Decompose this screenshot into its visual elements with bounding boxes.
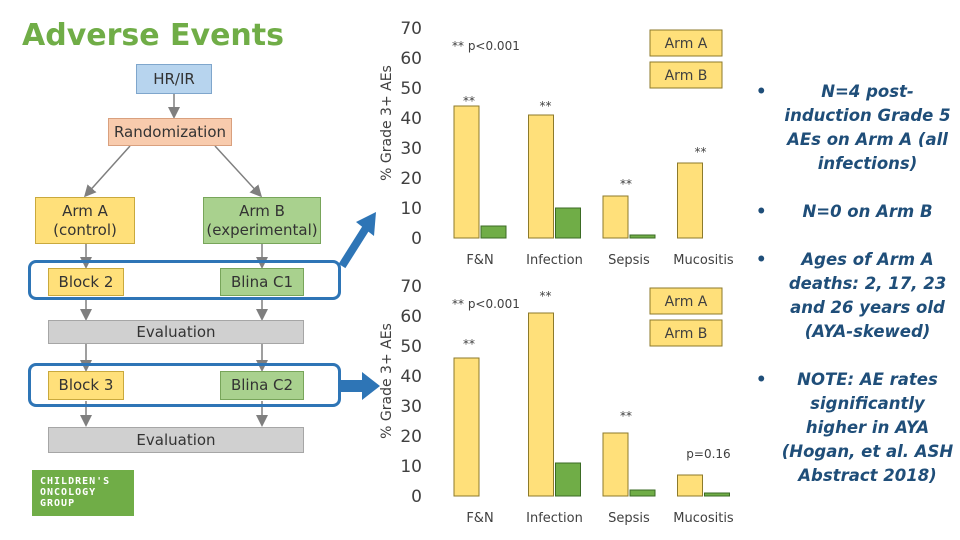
y-axis-label: % Grade 3+ AEs — [379, 65, 395, 181]
y-tick-label: 0 — [411, 229, 422, 249]
evaluation-box-2: Evaluation — [48, 427, 304, 453]
block3-box: Block 3 — [48, 371, 124, 400]
y-tick-label: 50 — [400, 337, 422, 357]
bar-arm-a — [602, 432, 629, 497]
bar-arm-b — [629, 489, 656, 497]
bullet-item: • Ages of Arm A deaths: 2, 17, 23 and 26 … — [756, 250, 947, 341]
significance-label: p=0.16 — [686, 447, 730, 461]
y-tick-label: 40 — [400, 109, 422, 129]
y-tick-label: 70 — [400, 19, 422, 39]
x-tick-label: Sepsis — [608, 253, 650, 268]
chart-bottom: 0 10 20 30 40 50 60 70 % Grade 3+ AEs F&N ** Infect… — [379, 277, 734, 526]
p-value-note: ** p<0.001 — [452, 39, 520, 53]
significance-label: ** — [463, 94, 475, 108]
bar-arm-a — [677, 474, 703, 497]
bar-arm-a — [528, 312, 554, 497]
bar-arm-a — [453, 105, 480, 239]
cog-logo: CHILDREN'S ONCOLOGY GROUP — [32, 470, 134, 516]
randomization-box: Randomization — [108, 118, 232, 146]
significance-label: ** — [540, 289, 552, 303]
y-tick-label: 10 — [400, 199, 422, 219]
hr-ir-box: HR/IR — [136, 64, 212, 94]
x-tick-label: F&N — [466, 253, 493, 268]
x-tick-label: Mucositis — [673, 253, 734, 268]
bullet-item: • NOTE: AE rates significantly higher in … — [756, 370, 954, 485]
bar-arm-a — [602, 195, 629, 239]
arrow-to-top-chart — [338, 212, 376, 269]
bullet-item: • N=0 on Arm B — [756, 202, 933, 221]
legend-box — [649, 29, 723, 57]
x-tick-label: Mucositis — [673, 511, 734, 526]
y-axis-label: % Grade 3+ AEs — [379, 323, 395, 439]
y-tick-label: 50 — [400, 79, 422, 99]
x-tick-label: Infection — [526, 511, 583, 526]
y-tick-label: 60 — [400, 49, 422, 69]
significance-label: ** — [620, 409, 632, 423]
arm-a-box: Arm A (control) — [35, 197, 135, 244]
x-tick-label: Infection — [526, 253, 583, 268]
y-tick-label: 0 — [411, 487, 422, 507]
y-tick-label: 20 — [400, 427, 422, 447]
y-tick-label: 40 — [400, 367, 422, 387]
y-tick-label: 30 — [400, 139, 422, 159]
bar-arm-a — [677, 162, 703, 239]
chart-top: 0 10 20 30 40 50 60 70 % Grade 3+ AEs F&N ** Infect… — [379, 19, 734, 268]
significance-label: ** — [695, 145, 707, 159]
p-value-note: ** p<0.001 — [452, 297, 520, 311]
blina-c2-box: Blina C2 — [220, 371, 304, 400]
arm-b-box: Arm B (experimental) — [203, 197, 321, 244]
bar-arm-b — [480, 225, 507, 239]
legend-label: Arm B — [665, 68, 708, 84]
significance-label: ** — [540, 99, 552, 113]
bar-arm-b — [555, 207, 581, 239]
significance-label: ** — [463, 337, 475, 351]
page-title: Adverse Events — [22, 18, 284, 53]
y-tick-label: 10 — [400, 457, 422, 477]
significance-label: ** — [620, 177, 632, 191]
bullet-item: • N=4 post-induction Grade 5 AEs on Arm A… — [756, 82, 951, 173]
block2-box: Block 2 — [48, 268, 124, 296]
legend-label: Arm A — [665, 294, 708, 310]
legend-label: Arm A — [665, 36, 708, 52]
bar-arm-a — [528, 114, 554, 239]
blina-c1-box: Blina C1 — [220, 268, 304, 296]
evaluation-box-1: Evaluation — [48, 320, 304, 344]
legend-label: Arm B — [665, 326, 708, 342]
y-tick-label: 70 — [400, 277, 422, 297]
x-tick-label: Sepsis — [608, 511, 650, 526]
y-tick-label: 20 — [400, 169, 422, 189]
legend-box — [649, 61, 723, 89]
bar-arm-b — [704, 492, 730, 497]
bar-arm-b — [629, 234, 656, 239]
legend-box — [649, 319, 723, 347]
y-tick-label: 30 — [400, 397, 422, 417]
bar-arm-b — [555, 462, 581, 497]
bar-arm-a — [453, 357, 480, 497]
highlight-block2-row — [28, 260, 341, 300]
x-tick-label: F&N — [466, 511, 493, 526]
y-tick-label: 60 — [400, 307, 422, 327]
flowchart-arrows — [80, 94, 268, 427]
legend-box — [649, 287, 723, 315]
arrow-to-bottom-chart — [338, 372, 380, 400]
